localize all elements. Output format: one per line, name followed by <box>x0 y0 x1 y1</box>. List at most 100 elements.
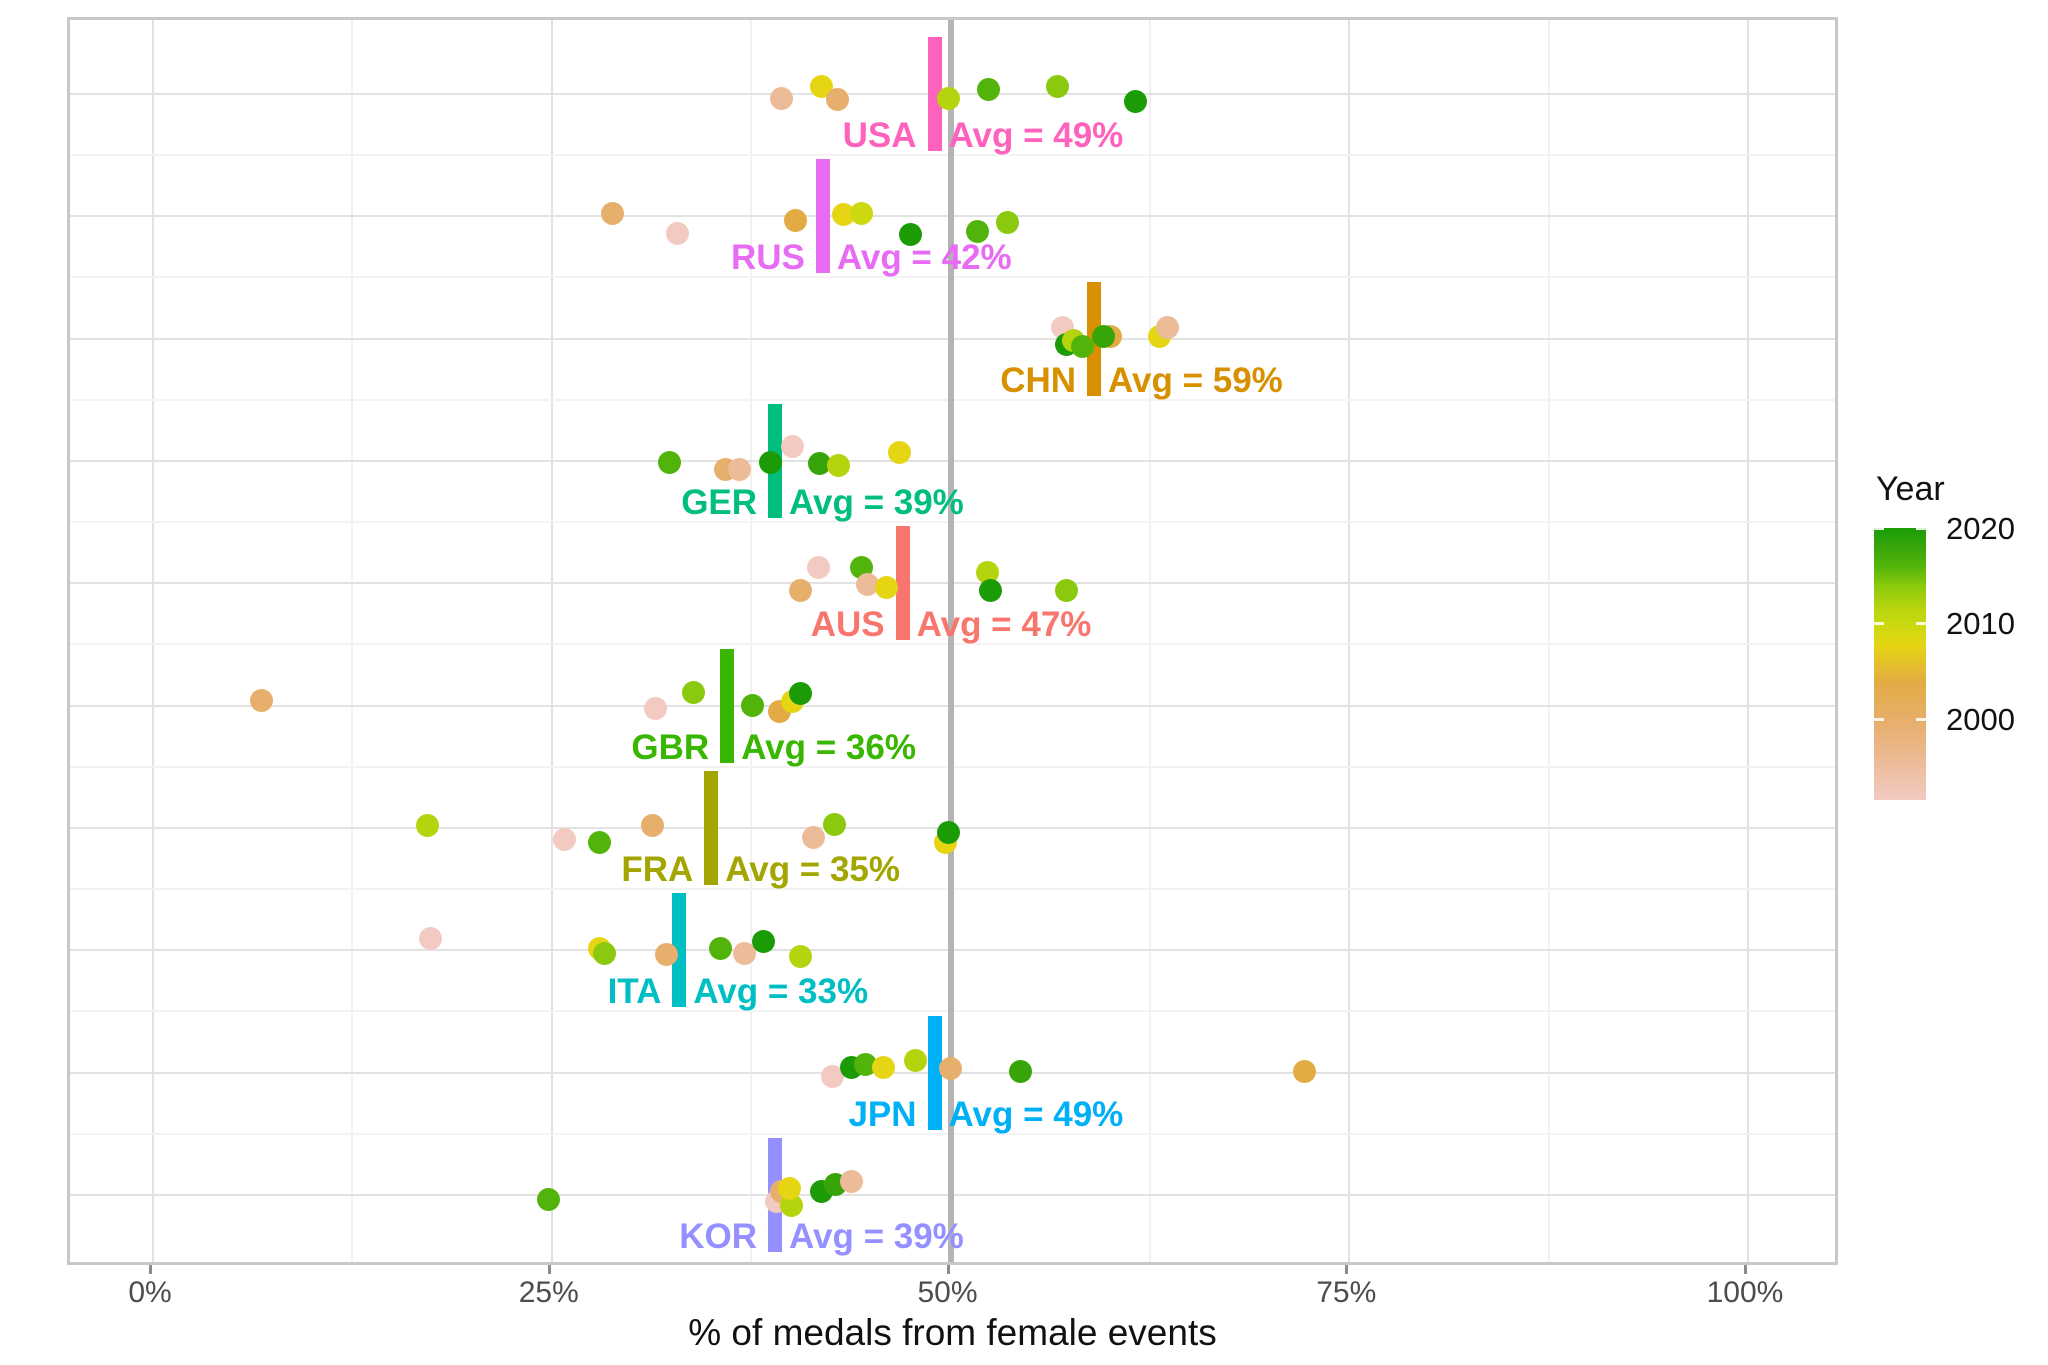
data-point-AUS-2012 <box>975 560 999 584</box>
data-point-JPN-2000 <box>939 1057 962 1081</box>
x-tick <box>946 1265 950 1274</box>
country-label-GBR: GBR <box>631 727 710 767</box>
avg-marker-ITA <box>672 893 687 1008</box>
data-point-ITA-2000 <box>655 942 679 966</box>
country-label-AUS: AUS <box>810 605 885 645</box>
data-point-ITA-2012 <box>789 944 813 968</box>
data-point-RUS-2016 <box>966 219 990 243</box>
avg-label-GBR: Avg = 36% <box>741 727 916 767</box>
avg-label-GER: Avg = 39% <box>789 482 964 522</box>
data-point-KOR-2012 <box>779 1194 803 1218</box>
data-point-GER-2012 <box>827 454 851 478</box>
data-point-KOR-2016 <box>537 1188 561 1212</box>
legend-tick <box>1916 622 1926 626</box>
x-tick <box>547 1265 551 1274</box>
country-label-JPN: JPN <box>848 1094 917 1134</box>
data-point-GER-2016 <box>658 451 682 475</box>
avg-label-ITA: Avg = 33% <box>693 972 869 1012</box>
data-point-FRA-2012 <box>415 814 439 838</box>
avg-marker-AUS <box>895 526 910 641</box>
data-point-CHN-1996 <box>1155 316 1179 340</box>
avg-label-JPN: Avg = 49% <box>948 1094 1124 1134</box>
legend-title: Year <box>1876 470 1945 508</box>
data-point-USA-2012 <box>937 86 961 110</box>
country-label-ITA: ITA <box>607 972 662 1012</box>
data-point-RUS-2004 <box>784 208 808 232</box>
data-point-GER-2020 <box>758 451 782 475</box>
x-tick-label: 75% <box>1316 1276 1377 1309</box>
data-point-USA-2014 <box>1045 74 1069 98</box>
data-point-AUS-2014 <box>1055 578 1079 602</box>
data-point-FRA-1996 <box>801 826 825 850</box>
legend-label: 2000 <box>1946 701 2015 737</box>
data-point-USA-2008 <box>809 74 833 98</box>
legend-label: 2020 <box>1946 511 2015 546</box>
data-point-CHN-2016 <box>1071 335 1095 359</box>
avg-label-RUS: Avg = 42% <box>836 238 1012 278</box>
data-point-JPN-1992 <box>820 1065 844 1089</box>
data-point-GBR-2014 <box>682 681 706 705</box>
data-point-JPN-2018 <box>1009 1060 1033 1084</box>
country-label-GER: GER <box>681 482 758 522</box>
data-point-USA-2000 <box>825 87 849 111</box>
data-point-AUS-1992 <box>806 555 830 579</box>
minor-gridline-vertical <box>1547 20 1550 1262</box>
data-point-GER-1992 <box>781 435 805 459</box>
data-point-JPN-2008 <box>872 1056 895 1080</box>
x-axis-title: % of medals from female events <box>688 1312 1217 1353</box>
legend-tick <box>1874 717 1884 721</box>
data-point-KOR-2008 <box>777 1177 801 1201</box>
minor-gridline-vertical <box>1148 20 1151 1262</box>
country-label-RUS: RUS <box>731 238 805 278</box>
avg-label-AUS: Avg = 47% <box>916 605 1092 645</box>
avg-label-CHN: Avg = 59% <box>1108 360 1283 400</box>
country-label-USA: USA <box>842 116 917 155</box>
x-tick <box>1345 1265 1349 1274</box>
data-point-JPN-2004 <box>1293 1060 1317 1084</box>
avg-marker-GBR <box>720 648 735 763</box>
data-point-RUS-2014 <box>996 210 1020 234</box>
legend-label: 2010 <box>1946 606 2015 642</box>
data-point-ITA-2014 <box>592 941 616 965</box>
data-point-GER-1996 <box>728 458 752 482</box>
data-point-FRA-2000 <box>640 814 664 838</box>
data-point-FRA-2020 <box>937 821 961 845</box>
x-tick <box>149 1265 152 1274</box>
data-point-FRA-2016 <box>588 831 612 855</box>
data-point-AUS-1996 <box>856 572 880 596</box>
major-gridline-vertical <box>550 20 553 1262</box>
reference-line-50pct <box>947 20 954 1262</box>
avg-marker-USA <box>927 37 942 151</box>
major-gridline-vertical <box>152 20 154 1262</box>
data-point-GBR-1992 <box>643 697 667 721</box>
legend-tick <box>1916 527 1926 530</box>
data-point-JPN-2016 <box>854 1053 878 1077</box>
data-point-FRA-1992 <box>553 828 576 852</box>
data-point-GER-2018 <box>808 452 832 476</box>
avg-label-FRA: Avg = 35% <box>725 849 901 889</box>
avg-label-USA: Avg = 49% <box>948 116 1124 155</box>
legend-gradient-bar <box>1874 528 1926 800</box>
data-point-ITA-1996 <box>733 941 757 965</box>
data-point-USA-1996 <box>769 86 793 110</box>
x-tick-label: 100% <box>1706 1276 1784 1309</box>
data-point-GBR-2020 <box>789 682 813 706</box>
data-point-USA-2020 <box>1124 89 1148 113</box>
data-point-AUS-2008 <box>875 575 899 599</box>
x-tick <box>1744 1265 1747 1274</box>
data-point-FRA-2014 <box>822 813 846 837</box>
data-point-RUS-2010 <box>849 201 873 225</box>
year-colorbar-legend: Year 2020 2010 2000 <box>1872 470 2048 1090</box>
avg-label-KOR: Avg = 39% <box>789 1216 964 1256</box>
x-tick-label: 25% <box>518 1276 579 1309</box>
data-point-GBR-2016 <box>741 694 765 718</box>
legend-tick <box>1916 717 1926 721</box>
avg-marker-JPN <box>927 1015 942 1130</box>
data-point-AUS-2020 <box>978 578 1002 602</box>
country-label-CHN: CHN <box>1000 360 1077 400</box>
major-gridline-vertical <box>1348 20 1351 1262</box>
data-point-RUS-2000 <box>600 201 624 225</box>
data-point-USA-2016 <box>977 77 1001 101</box>
avg-marker-RUS <box>815 159 830 274</box>
